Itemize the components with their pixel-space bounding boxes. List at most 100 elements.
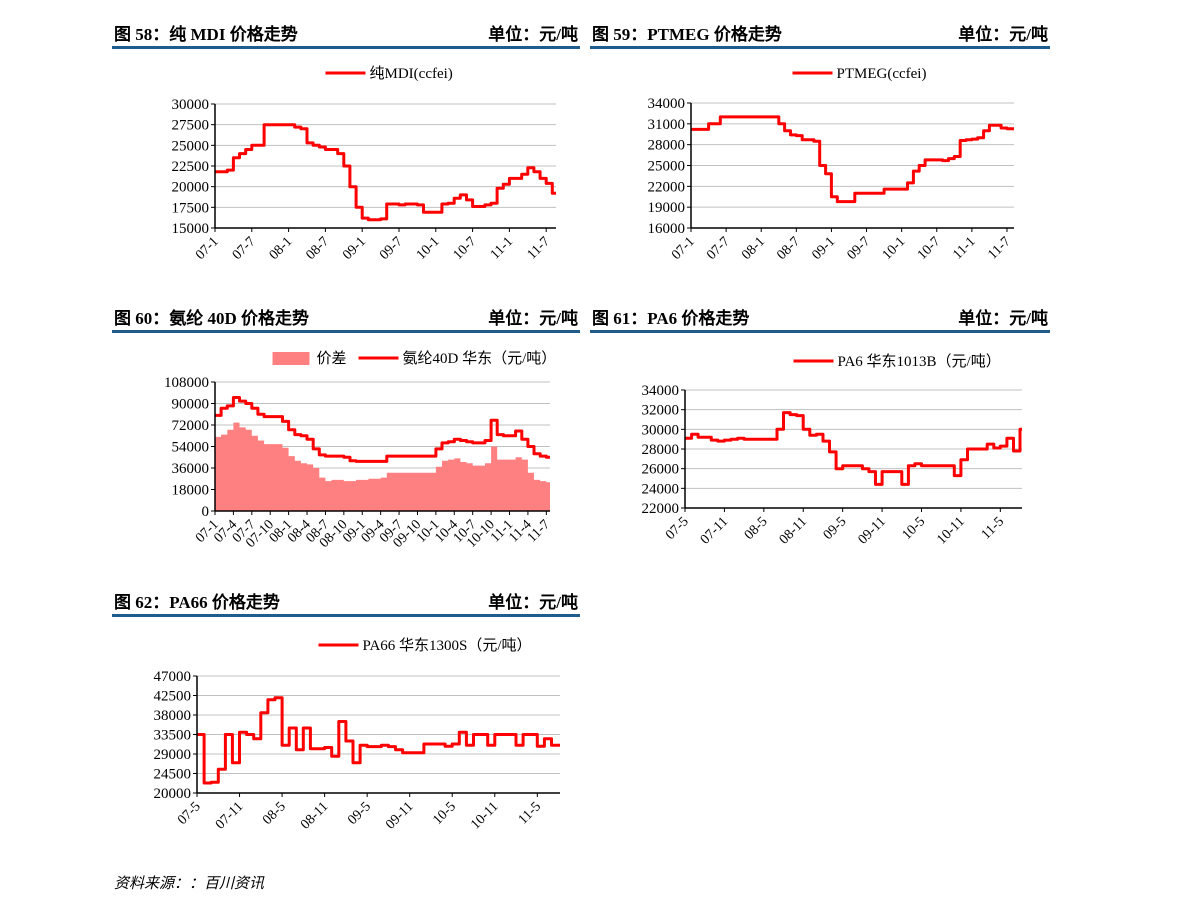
- figure-61-title: 图 61：PA6 价格走势: [592, 309, 750, 328]
- x-tick-label: 11-1: [950, 234, 978, 262]
- y-tick-label: 25000: [648, 159, 686, 175]
- x-tick-label: 10-1: [414, 234, 443, 263]
- x-tick-label: 09-11: [383, 799, 416, 832]
- y-tick-label: 22000: [648, 179, 686, 195]
- figure-60-header: 图 60：氨纶 40D 价格走势 单位：元/吨: [112, 296, 580, 333]
- y-tick-label: 25000: [172, 138, 210, 154]
- x-tick-label: 10-11: [934, 514, 967, 547]
- x-tick-label: 08-1: [267, 234, 296, 263]
- x-tick-label: 11-5: [979, 514, 1007, 542]
- series-line-0: [691, 115, 1015, 204]
- figure-59-header: 图 59：PTMEG 价格走势 单位：元/吨: [590, 12, 1050, 49]
- y-tick-label: 90000: [172, 397, 210, 413]
- legend-label: 氨纶40D 华东（元/吨）: [403, 350, 557, 367]
- y-tick-label: 17500: [172, 200, 210, 216]
- x-tick-label: 10-7: [451, 234, 480, 263]
- chart-2: 0180003600054000720009000010800007-107-4…: [164, 350, 556, 551]
- x-tick-label: 10-5: [900, 514, 929, 543]
- x-tick-label: 07-7: [704, 234, 733, 263]
- x-tick-label: 08-7: [303, 234, 332, 263]
- y-tick-label: 20000: [154, 786, 192, 802]
- series-line-0: [685, 411, 1022, 486]
- legend-label: PTMEG(ccfei): [837, 66, 927, 82]
- y-tick-label: 28000: [642, 442, 680, 458]
- x-tick-label: 08-5: [260, 799, 289, 828]
- y-tick-label: 34000: [642, 383, 680, 399]
- y-tick-label: 36000: [172, 461, 210, 477]
- x-tick-label: 07-1: [669, 234, 698, 263]
- figure-62-title: 图 62：PA66 价格走势: [114, 593, 280, 612]
- x-tick-label: 09-5: [821, 514, 850, 543]
- series-line-1: [215, 396, 550, 463]
- y-tick-label: 24500: [154, 767, 192, 783]
- figure-60-unit: 单位：元/吨: [488, 309, 578, 328]
- y-tick-label: 33500: [154, 728, 192, 744]
- legend: 价差 氨纶40D 华东（元/吨）: [272, 350, 557, 367]
- y-tick-label: 54000: [172, 440, 210, 456]
- x-tick-label: 11-7: [525, 234, 553, 262]
- x-tick-label: 07-5: [663, 514, 692, 543]
- x-tick-label: 08-11: [298, 799, 331, 832]
- figure-61-header: 图 61：PA6 价格走势 单位：元/吨: [590, 296, 1050, 333]
- x-tick-label: 11-7: [985, 234, 1013, 262]
- y-tick-label: 72000: [172, 418, 210, 434]
- y-tick-label: 18000: [172, 483, 210, 499]
- x-tick-label: 09-7: [845, 234, 874, 263]
- y-tick-label: 108000: [164, 375, 209, 391]
- y-tick-label: 22000: [642, 501, 680, 517]
- legend-label: 价差: [317, 350, 347, 367]
- x-tick-label: 07-11: [213, 799, 246, 832]
- x-tick-label: 10-11: [468, 799, 501, 832]
- x-tick-label: 08-11: [777, 514, 810, 547]
- x-tick-label: 07-7: [230, 234, 259, 263]
- y-tick-label: 42500: [154, 689, 192, 705]
- x-tick-label: 08-5: [742, 514, 771, 543]
- figure-61-unit: 单位：元/吨: [958, 309, 1048, 328]
- y-tick-label: 28000: [648, 138, 686, 154]
- x-tick-label: 10-7: [915, 234, 944, 263]
- y-tick-label: 47000: [154, 669, 192, 685]
- x-tick-label: 09-1: [340, 234, 369, 263]
- legend: PTMEG(ccfei): [792, 66, 927, 82]
- x-tick-label: 07-11: [698, 514, 731, 547]
- y-tick-label: 30000: [172, 97, 210, 113]
- y-tick-label: 29000: [154, 747, 192, 763]
- y-tick-label: 22500: [172, 159, 210, 175]
- figure-62-unit: 单位：元/吨: [488, 593, 578, 612]
- figure-58-header: 图 58：纯 MDI 价格走势 单位：元/吨: [112, 12, 580, 49]
- figure-60-title: 图 60：氨纶 40D 价格走势: [114, 309, 310, 328]
- chart-4: 20000 24500 29000 33500 38000 42500 47000 07-5 0…: [154, 637, 561, 833]
- legend: PA66 华东1300S（元/吨）: [318, 637, 532, 654]
- figure-58-unit: 单位：元/吨: [488, 25, 578, 44]
- y-tick-label: 20000: [172, 180, 210, 196]
- legend: 纯MDI(ccfei): [325, 65, 453, 82]
- x-tick-label: 07-1: [193, 234, 222, 263]
- series-line-0: [197, 696, 561, 785]
- legend-swatch-area: [272, 352, 310, 365]
- y-tick-label: 24000: [642, 481, 680, 497]
- legend-label: PA6 华东1013B（元/吨）: [838, 353, 1001, 370]
- x-tick-label: 09-7: [377, 234, 406, 263]
- x-tick-label: 08-7: [774, 234, 803, 263]
- figure-58-title: 图 58：纯 MDI 价格走势: [114, 25, 298, 44]
- y-tick-label: 19000: [648, 200, 686, 216]
- figure-59-title: 图 59：PTMEG 价格走势: [592, 25, 782, 44]
- x-tick-label: 09-1: [810, 234, 839, 263]
- legend: PA6 华东1013B（元/吨）: [793, 353, 1001, 370]
- y-tick-label: 26000: [642, 462, 680, 478]
- y-tick-label: 30000: [642, 422, 680, 438]
- figure-59-unit: 单位：元/吨: [958, 25, 1048, 44]
- figure-62-header: 图 62：PA66 价格走势 单位：元/吨: [112, 580, 580, 617]
- y-tick-label: 38000: [154, 708, 192, 724]
- series-line-0: [215, 123, 556, 222]
- x-tick-label: 10-1: [880, 234, 909, 263]
- legend-label: 纯MDI(ccfei): [370, 65, 453, 82]
- y-tick-label: 27500: [172, 118, 210, 134]
- x-tick-label: 11-7: [525, 517, 553, 545]
- y-tick-label: 31000: [648, 117, 686, 133]
- y-tick-label: 15000: [172, 221, 210, 237]
- series-area-0: [215, 422, 550, 511]
- chart-0: 15000 17500 20000 22500 25000 27500 30000 07-1 0…: [172, 65, 556, 263]
